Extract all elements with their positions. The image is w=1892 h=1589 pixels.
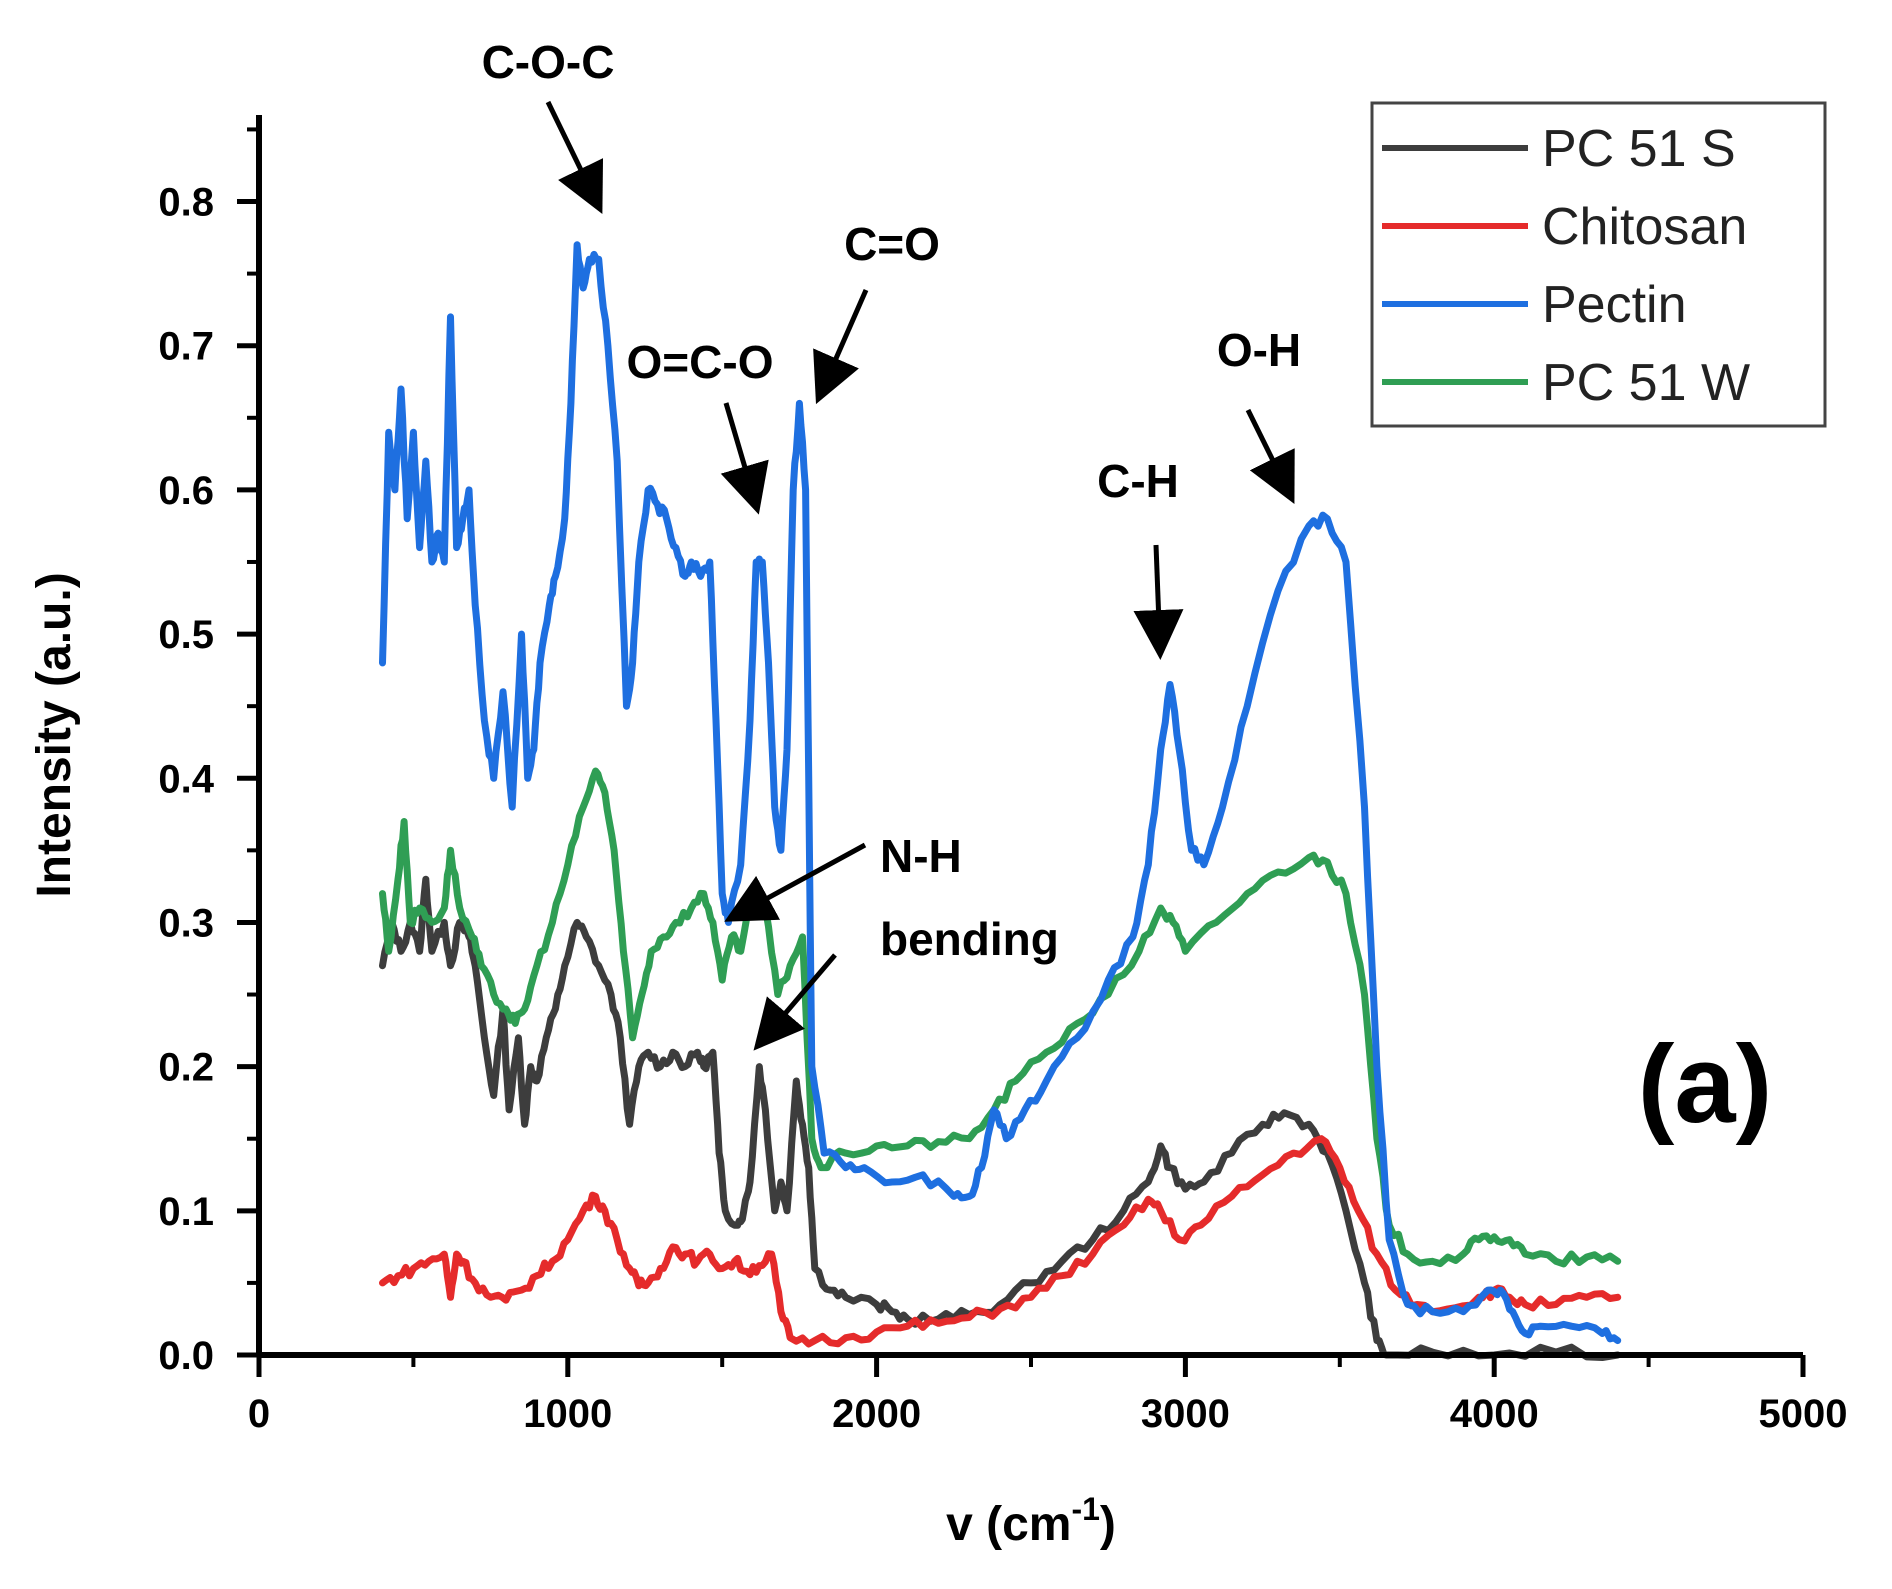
series-line-pectin xyxy=(379,241,1622,1345)
annotation-oh: O-H xyxy=(1217,324,1301,376)
y-tick-label: 0.5 xyxy=(158,613,214,657)
annotation-ch: C-H xyxy=(1097,455,1179,507)
y-tick-label: 0.0 xyxy=(158,1334,214,1378)
x-axis-title: v (cm-1) xyxy=(946,1491,1116,1551)
y-ticks: 0.0 0.1 0.2 0.3 0.4 0.5 0.6 0.7 0.8 xyxy=(158,127,259,1378)
legend-label-pc51w: PC 51 W xyxy=(1542,354,1750,412)
y-tick-label: 0.3 xyxy=(158,901,214,945)
annotations: C-O-C O=C-O C=O C-H O-H N-H bending xyxy=(482,36,1301,1051)
annotation-arrow-oh xyxy=(1245,408,1295,504)
panel-label: (a) xyxy=(1638,1023,1772,1146)
annotation-arrow-nh1 xyxy=(724,842,867,922)
y-tick-label: 0.7 xyxy=(158,325,214,369)
annotation-arrow-ch xyxy=(1133,544,1184,660)
x-tick-label: 5000 xyxy=(1759,1392,1848,1436)
x-tick-label: 2000 xyxy=(832,1392,921,1436)
annotation-arrow-nh2 xyxy=(753,953,837,1051)
legend-label-chitosan: Chitosan xyxy=(1542,198,1747,256)
annotation-arrow-coc xyxy=(545,100,604,214)
series-line-chitosan xyxy=(379,1135,1622,1348)
annotation-nh1: N-H xyxy=(880,830,962,882)
legend-box xyxy=(1370,101,1827,428)
annotation-coc: C-O-C xyxy=(482,36,615,88)
y-tick-label: 0.4 xyxy=(158,757,214,801)
x-tick-label: 3000 xyxy=(1141,1392,1230,1436)
legend: PC 51 S Chitosan Pectin PC 51 W xyxy=(1370,101,1827,428)
series-line-pc-51-s xyxy=(379,875,1622,1361)
annotation-co: C=O xyxy=(844,218,940,270)
series-layer xyxy=(379,241,1622,1361)
y-tick-label: 0.2 xyxy=(158,1046,214,1090)
y-tick-label: 0.8 xyxy=(158,181,214,225)
x-tick-label: 4000 xyxy=(1450,1392,1539,1436)
annotation-oco: O=C-O xyxy=(627,336,774,388)
y-axis-title: Intensity (a.u.) xyxy=(28,572,81,897)
y-tick-label: 0.1 xyxy=(158,1190,214,1234)
x-tick-label: 0 xyxy=(248,1392,270,1436)
annotation-arrow-co xyxy=(813,288,869,405)
series-line-pc-51-w xyxy=(379,767,1622,1268)
x-ticks: 0 1000 2000 3000 4000 5000 xyxy=(248,1355,1848,1436)
legend-label-pc51s: PC 51 S xyxy=(1542,120,1736,178)
y-tick-label: 0.6 xyxy=(158,469,214,513)
annotation-nh2: bending xyxy=(880,913,1059,965)
x-tick-label: 1000 xyxy=(523,1392,612,1436)
legend-label-pectin: Pectin xyxy=(1542,276,1687,334)
annotation-arrow-oco xyxy=(720,402,769,515)
